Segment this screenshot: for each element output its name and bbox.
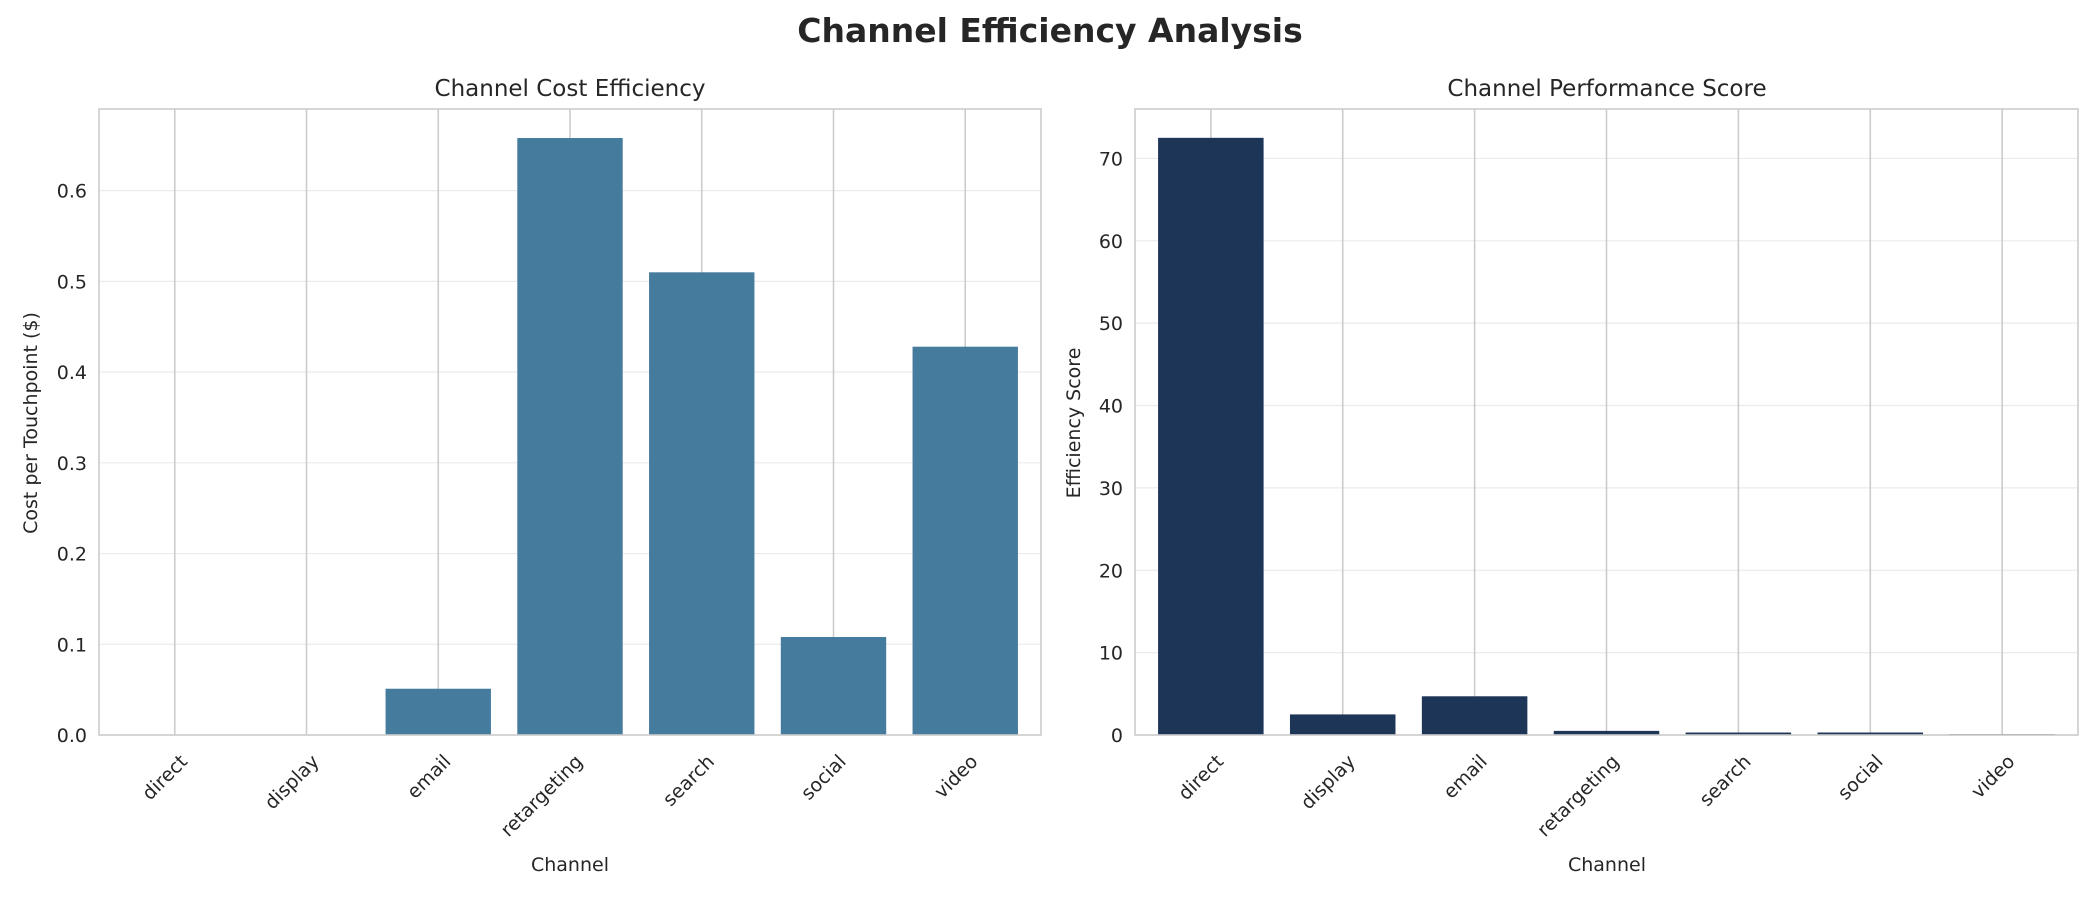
chart-left-ylabel: Cost per Touchpoint ($) <box>20 312 42 534</box>
chart-right: Channel Performance Score Channel Effici… <box>1063 76 2079 876</box>
chart-left-ytick-label: 0.5 <box>57 271 87 293</box>
chart-right-bar-display <box>1289 714 1396 735</box>
chart-left-bar-social <box>780 637 887 735</box>
chart-left-ytick-label: 0.3 <box>57 453 87 475</box>
chart-right-bar-search <box>1685 732 1792 735</box>
chart-right-ytick-label: 10 <box>1099 643 1123 665</box>
chart-right-ytick-label: 50 <box>1099 313 1123 335</box>
chart-right-ytick-label: 30 <box>1099 478 1123 500</box>
chart-left-xlabel: Channel <box>531 854 609 876</box>
chart-left-xtick-label: video <box>930 751 982 803</box>
chart-left-ytick-label: 0.1 <box>57 634 87 656</box>
chart-right-xtick-label: video <box>1967 751 2019 803</box>
chart-right-ytick-label: 60 <box>1099 231 1123 253</box>
chart-left: Channel Cost Efficiency Channel Cost per… <box>20 76 1042 876</box>
chart-right-bar-retargeting <box>1553 730 1660 735</box>
chart-right-ytick-label: 20 <box>1099 560 1123 582</box>
chart-right-ytick-label: 40 <box>1099 396 1123 418</box>
chart-left-xtick-label: social <box>797 751 851 805</box>
chart-right-xtick-label: social <box>1834 751 1888 805</box>
chart-left-ytick-label: 0.0 <box>57 725 87 747</box>
chart-right-title: Channel Performance Score <box>1447 76 1766 102</box>
chart-left-xtick-label: retargeting <box>497 751 588 842</box>
chart-right-plot-area: 0 10 20 30 40 50 60 70 direct display email retarge… <box>1099 108 2079 842</box>
chart-left-plot-area: 0.0 0.1 0.2 0.3 0.4 0.5 0.6 direct display email r… <box>57 108 1042 842</box>
chart-right-ylabel: Efficiency Score <box>1063 348 1085 499</box>
chart-right-xlabel: Channel <box>1568 854 1646 876</box>
chart-right-bar-social <box>1817 732 1924 735</box>
chart-left-ytick-label: 0.6 <box>57 181 87 203</box>
chart-left-bar-email <box>385 688 491 735</box>
chart-right-bar-email <box>1421 696 1528 735</box>
chart-left-xtick-label: direct <box>138 751 192 805</box>
chart-left-bar-retargeting <box>517 138 623 736</box>
chart-left-bar-search <box>649 272 755 735</box>
figure-suptitle: Channel Efficiency Analysis <box>797 11 1303 50</box>
chart-left-title: Channel Cost Efficiency <box>435 76 706 102</box>
chart-left-frame <box>98 108 1042 736</box>
chart-left-xtick-label: search <box>659 751 719 811</box>
chart-right-ytick-label: 70 <box>1099 148 1123 170</box>
chart-left-xtick-label: email <box>403 751 456 804</box>
chart-right-xtick-label: search <box>1695 751 1755 811</box>
chart-right-frame <box>1134 108 2079 736</box>
chart-left-ytick-label: 0.4 <box>57 362 87 384</box>
chart-right-ytick-label: 0 <box>1111 725 1123 747</box>
chart-right-xtick-label: retargeting <box>1533 751 1624 842</box>
chart-right-xtick-label: email <box>1439 751 1492 804</box>
chart-left-xtick-label: display <box>260 751 323 814</box>
chart-left-bar-video <box>912 346 1018 735</box>
chart-right-xtick-label: display <box>1297 751 1360 814</box>
chart-left-ytick-label: 0.2 <box>57 544 87 566</box>
chart-right-xtick-label: direct <box>1174 751 1228 805</box>
chart-right-bar-direct <box>1158 137 1264 735</box>
